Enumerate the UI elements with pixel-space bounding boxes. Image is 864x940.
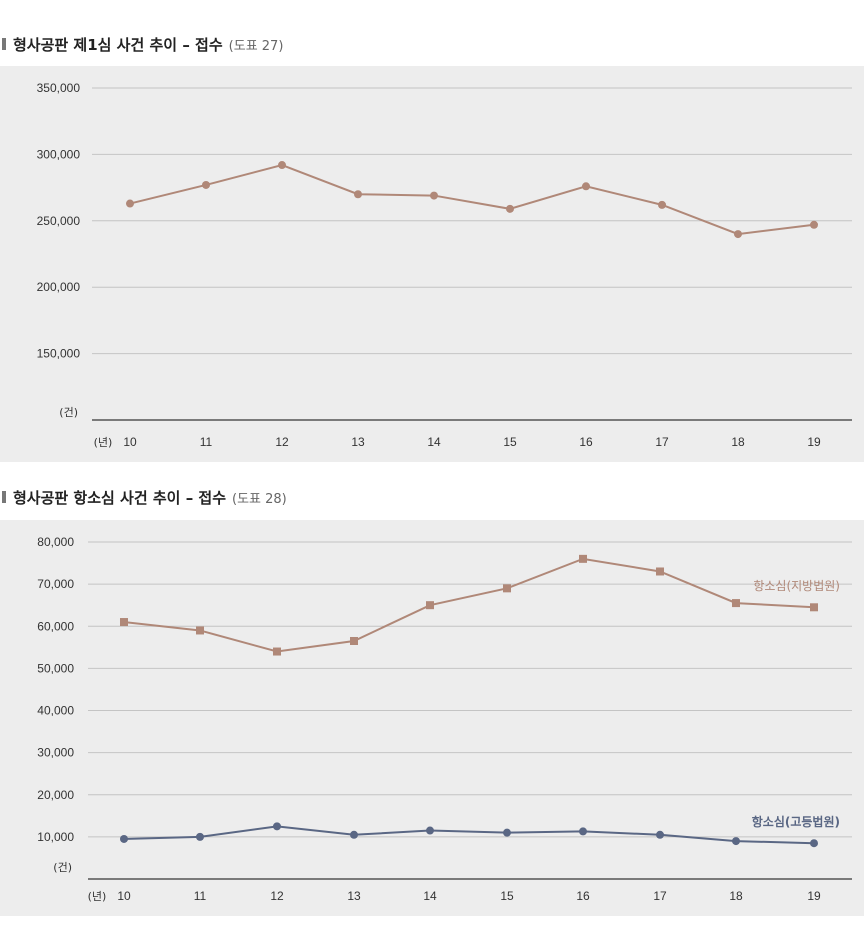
data-point (734, 230, 742, 239)
x-tick-label: 10 (117, 889, 131, 903)
x-tick-label: 13 (347, 889, 361, 903)
x-unit-label: (년) (94, 436, 113, 449)
y-tick-label: 10,000 (37, 830, 74, 844)
series-label: 항소심(지방법원) (753, 579, 840, 593)
chart2-ref: (도표 28) (232, 491, 287, 507)
data-point (278, 161, 286, 170)
data-point (579, 827, 587, 836)
chart2-heading: 형사공판 항소심 사건 추이 – 접수 (도표 28) (0, 485, 287, 509)
data-point (273, 822, 281, 831)
data-point (506, 204, 514, 213)
data-point (810, 839, 818, 848)
y-tick-label: 250,000 (37, 214, 81, 228)
chart1-panel: 150,000 200,000 250,000 300,000 350,000 (건) (년… (0, 66, 864, 462)
chart2-plot: 10,000 20,000 30,000 40,000 50,000 60,000 70,0… (37, 535, 852, 903)
data-point (354, 190, 362, 199)
y-tick-label: 70,000 (37, 577, 74, 591)
x-tick-label: 18 (731, 435, 745, 449)
x-tick-label: 19 (807, 435, 821, 449)
y-tick-label: 200,000 (37, 280, 81, 294)
y-tick-label: 80,000 (37, 535, 74, 549)
data-point (732, 599, 740, 608)
x-tick-label: 13 (351, 435, 365, 449)
data-point (126, 199, 134, 208)
y-tick-label: 50,000 (37, 661, 74, 675)
data-point (350, 830, 358, 839)
y-tick-label: 150,000 (37, 347, 81, 361)
data-point (120, 618, 128, 627)
data-point (196, 832, 204, 841)
data-point (503, 584, 511, 593)
x-tick-label: 16 (579, 435, 593, 449)
data-point (120, 834, 128, 843)
data-point (503, 828, 511, 837)
x-tick-label: 10 (123, 435, 137, 449)
chart1-title: 형사공판 제1심 사건 추이 – 접수 (13, 35, 223, 54)
chart1-heading: 형사공판 제1심 사건 추이 – 접수 (도표 27) (0, 32, 283, 56)
data-point (430, 191, 438, 200)
data-point (582, 182, 590, 191)
data-point (656, 830, 664, 839)
x-tick-label: 16 (576, 889, 590, 903)
data-point (202, 180, 210, 189)
y-tick-label: 20,000 (37, 788, 74, 802)
x-tick-label: 14 (423, 889, 437, 903)
x-tick-label: 19 (807, 889, 821, 903)
series-line (129, 163, 815, 236)
x-tick-label: 17 (655, 435, 669, 449)
y-tick-label: 300,000 (37, 147, 81, 161)
data-point (350, 636, 358, 645)
heading-marker (2, 38, 6, 50)
chart1-ref: (도표 27) (228, 38, 284, 54)
x-tick-label: 12 (275, 435, 289, 449)
data-point (810, 220, 818, 229)
data-point (810, 603, 818, 612)
heading-marker (2, 491, 6, 503)
data-point (426, 601, 434, 610)
chart2-panel: 10,000 20,000 30,000 40,000 50,000 60,000 70,0… (0, 520, 864, 916)
y-tick-label: 30,000 (37, 746, 74, 760)
x-tick-label: 14 (427, 435, 441, 449)
y-unit-label: (건) (53, 861, 72, 874)
x-tick-label: 15 (503, 435, 517, 449)
y-tick-label: 60,000 (37, 619, 74, 633)
data-point (196, 626, 204, 635)
x-tick-label: 18 (729, 889, 743, 903)
series-line (123, 825, 815, 845)
data-point (658, 200, 666, 209)
series-line (123, 557, 815, 653)
data-point (732, 837, 740, 846)
x-tick-label: 11 (200, 435, 213, 449)
y-tick-label: 350,000 (37, 81, 81, 95)
x-tick-label: 12 (270, 889, 284, 903)
y-unit-label: (건) (59, 406, 78, 419)
data-point (273, 647, 281, 656)
data-point (426, 826, 434, 835)
series-label: 항소심(고등법원) (752, 814, 840, 829)
x-unit-label: (년) (88, 890, 107, 903)
chart2-title: 형사공판 항소심 사건 추이 – 접수 (13, 488, 227, 507)
data-point (579, 554, 587, 563)
data-point (656, 567, 664, 576)
chart1-plot: 150,000 200,000 250,000 300,000 350,000 (건) (년… (37, 81, 852, 449)
y-tick-label: 40,000 (37, 704, 74, 718)
x-tick-label: 11 (194, 889, 207, 903)
x-tick-label: 15 (500, 889, 514, 903)
x-tick-label: 17 (653, 889, 667, 903)
